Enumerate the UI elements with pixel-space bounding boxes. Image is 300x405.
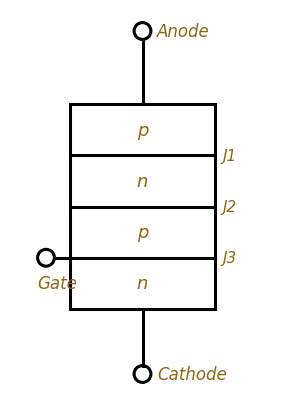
Text: J3: J3 [223,251,237,266]
Text: Cathode: Cathode [157,365,227,383]
Text: p: p [137,122,148,139]
Text: J1: J1 [223,148,237,163]
Text: n: n [137,275,148,293]
Text: Gate: Gate [38,275,77,292]
Text: J2: J2 [223,200,237,215]
Bar [70,105,215,309]
Text: p: p [137,224,148,241]
Text: n: n [137,173,148,190]
Text: Anode: Anode [157,23,210,41]
